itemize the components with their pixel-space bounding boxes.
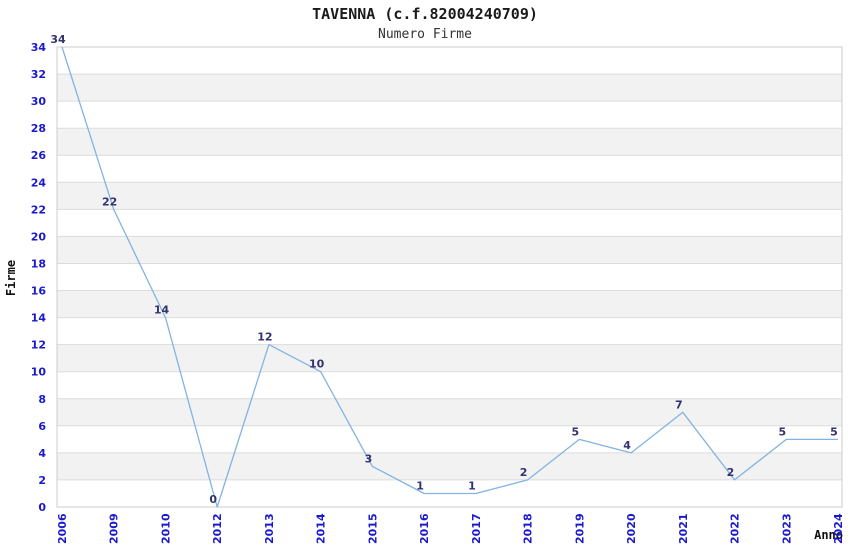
svg-text:14: 14 [154,304,170,317]
svg-text:10: 10 [309,358,325,371]
svg-text:16: 16 [31,285,47,298]
x-axis-ticks: 2006 2009 2010 2012 2013 2014 2015 2016 2017 2018… [56,513,845,544]
series-line [61,46,838,508]
svg-text:2012: 2012 [211,513,224,544]
svg-text:2023: 2023 [780,513,793,544]
svg-text:2017: 2017 [470,513,483,544]
svg-text:2015: 2015 [366,513,379,544]
svg-text:30: 30 [31,95,47,108]
svg-text:0: 0 [209,493,217,506]
svg-text:2022: 2022 [729,513,742,544]
chart-title: TAVENNA (c.f.82004240709) [312,5,538,23]
svg-text:2009: 2009 [108,513,121,544]
svg-text:2: 2 [38,474,46,487]
svg-text:2014: 2014 [315,513,328,544]
svg-text:6: 6 [38,420,46,433]
svg-text:12: 12 [257,331,272,344]
plot-bands [57,47,842,507]
svg-text:8: 8 [38,393,46,406]
svg-text:3: 3 [365,452,373,465]
plot-border [56,46,843,508]
svg-text:20: 20 [31,230,47,243]
svg-text:28: 28 [31,122,46,135]
svg-text:2018: 2018 [522,513,535,544]
svg-text:12: 12 [31,339,46,352]
svg-text:5: 5 [830,425,838,438]
svg-text:26: 26 [31,149,47,162]
svg-text:22: 22 [31,203,46,216]
chart-subtitle: Numero Firme [378,27,472,42]
svg-text:2019: 2019 [573,513,586,544]
svg-text:22: 22 [102,195,117,208]
svg-text:34: 34 [31,41,47,54]
svg-text:2: 2 [727,466,735,479]
svg-text:2: 2 [520,466,528,479]
svg-text:7: 7 [675,398,683,411]
svg-text:34: 34 [50,33,66,46]
svg-text:0: 0 [38,501,46,514]
svg-text:24: 24 [31,176,47,189]
svg-text:1: 1 [416,480,424,493]
svg-text:5: 5 [778,425,786,438]
svg-text:2013: 2013 [263,513,276,544]
svg-text:2016: 2016 [418,513,431,544]
svg-text:2020: 2020 [625,513,638,544]
svg-text:4: 4 [623,439,631,452]
svg-text:2006: 2006 [56,513,69,544]
svg-text:32: 32 [31,68,46,81]
svg-text:5: 5 [571,425,579,438]
svg-text:2024: 2024 [832,513,845,544]
svg-text:4: 4 [38,447,46,460]
svg-text:2021: 2021 [677,513,690,544]
svg-text:1: 1 [468,480,476,493]
svg-text:10: 10 [31,366,47,379]
svg-text:18: 18 [31,258,46,271]
x-axis-title: Anno [814,528,843,542]
svg-text:14: 14 [31,312,47,325]
svg-text:2010: 2010 [160,513,173,544]
